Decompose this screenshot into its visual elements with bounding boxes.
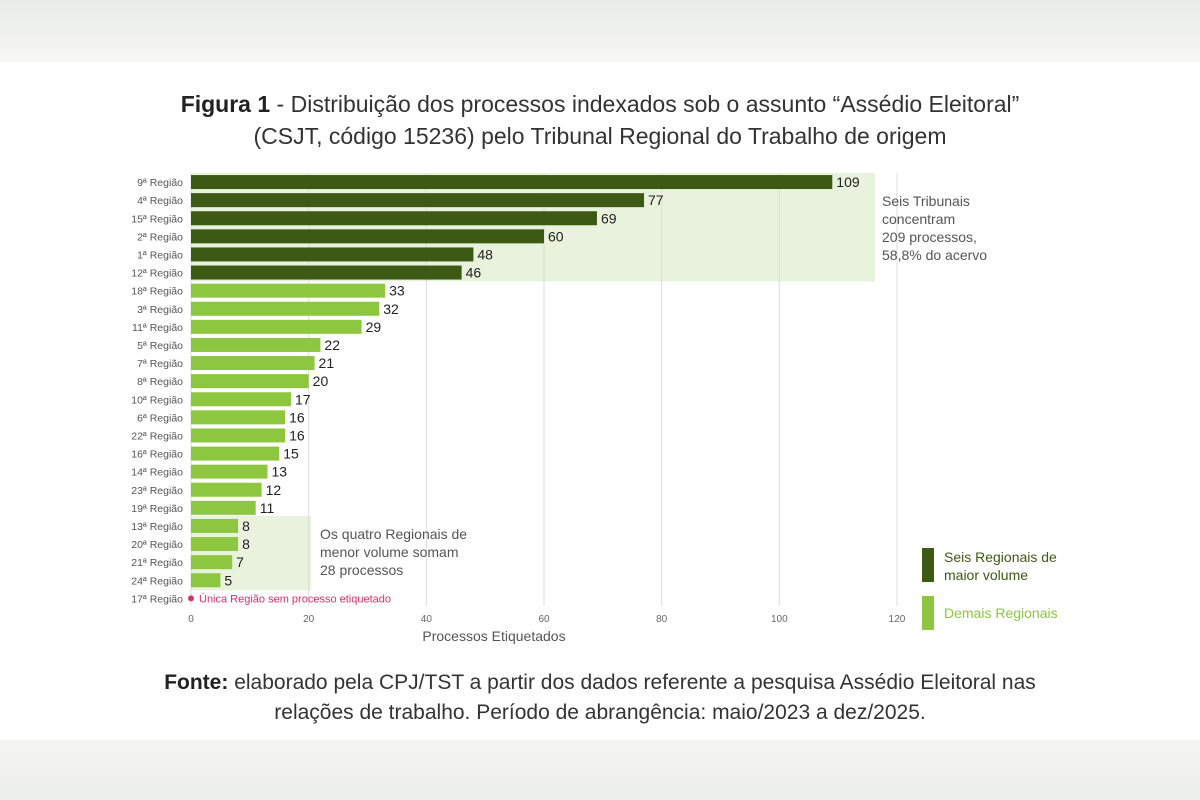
bar-9 bbox=[191, 337, 321, 352]
bar-16 bbox=[191, 464, 268, 479]
y-tick-label-2: 15ª Região bbox=[131, 213, 183, 225]
bar-13 bbox=[191, 410, 286, 425]
y-tick-label-20: 20ª Região bbox=[131, 539, 183, 551]
bar-5 bbox=[191, 265, 462, 280]
bar-18 bbox=[191, 500, 256, 515]
y-tick-label-4: 1ª Região bbox=[137, 249, 183, 261]
x-tick-label-60: 60 bbox=[538, 614, 550, 625]
y-tick-label-5: 12ª Região bbox=[131, 268, 183, 280]
zero-note-label: Única Região sem processo etiquetado bbox=[199, 592, 391, 605]
figure-source: Fonte: elaborado pela CPJ/TST a partir d… bbox=[150, 668, 1050, 728]
bar-value-label-5: 46 bbox=[466, 265, 482, 281]
bar-value-label-0: 109 bbox=[836, 174, 860, 190]
legend-label-major: Seis Regionais de maior volume bbox=[944, 549, 1057, 583]
x-tick-label-120: 120 bbox=[889, 614, 906, 625]
bar-value-label-19: 8 bbox=[242, 518, 250, 534]
y-tick-label-14: 22ª Região bbox=[131, 430, 183, 442]
bar-value-label-13: 16 bbox=[289, 409, 305, 425]
y-tick-label-12: 10ª Região bbox=[131, 394, 183, 406]
figure-title-text: - Distribuição dos processos indexados s… bbox=[253, 91, 1020, 149]
figure-title: Figura 1 - Distribuição dos processos in… bbox=[150, 88, 1050, 152]
y-tick-label-15: 16ª Região bbox=[131, 449, 183, 461]
x-axis-title: Processos Etiquetados bbox=[422, 628, 565, 644]
bar-2 bbox=[191, 211, 597, 226]
annotation-top-group: Seis Tribunais concentram 209 processos, 58… bbox=[882, 193, 987, 263]
bar-value-label-12: 17 bbox=[295, 391, 311, 407]
bar-value-label-18: 11 bbox=[260, 500, 275, 516]
bar-19 bbox=[191, 518, 239, 533]
bar-value-label-17: 12 bbox=[266, 482, 282, 498]
bar-10 bbox=[191, 356, 315, 371]
bar-1 bbox=[191, 193, 645, 208]
bar-7 bbox=[191, 301, 380, 316]
bar-11 bbox=[191, 374, 309, 389]
y-tick-label-7: 3ª Região bbox=[137, 304, 183, 316]
bar-0 bbox=[191, 175, 833, 190]
y-tick-label-16: 14ª Região bbox=[131, 467, 183, 479]
x-tick-label-80: 80 bbox=[656, 614, 668, 625]
y-tick-label-6: 18ª Região bbox=[131, 286, 183, 298]
y-tick-label-18: 19ª Região bbox=[131, 503, 183, 515]
legend-item-others: Demais Regionais bbox=[922, 594, 1122, 630]
y-tick-label-13: 6ª Região bbox=[137, 412, 183, 424]
x-tick-label-100: 100 bbox=[771, 614, 788, 625]
bar-value-label-7: 32 bbox=[383, 301, 399, 317]
blurred-background-top bbox=[0, 0, 1200, 62]
y-tick-label-23: 17ª Região bbox=[131, 593, 183, 605]
y-tick-label-22: 24ª Região bbox=[131, 575, 183, 587]
legend-swatch-major bbox=[922, 548, 934, 582]
y-tick-label-10: 7ª Região bbox=[137, 358, 183, 370]
bar-value-label-22: 5 bbox=[224, 572, 232, 588]
bar-value-label-3: 60 bbox=[548, 228, 564, 244]
bar-value-label-10: 21 bbox=[319, 355, 335, 371]
bar-value-label-9: 22 bbox=[324, 337, 340, 353]
legend-item-major: Seis Regionais de maior volume bbox=[922, 546, 1122, 583]
y-tick-label-3: 2ª Região bbox=[137, 231, 183, 243]
highlight-top-group bbox=[191, 173, 875, 282]
y-tick-label-21: 21ª Região bbox=[131, 557, 183, 569]
bar-value-label-21: 7 bbox=[236, 554, 244, 570]
bar-22 bbox=[191, 573, 221, 588]
bar-6 bbox=[191, 283, 386, 298]
zero-marker bbox=[188, 595, 194, 602]
y-tick-label-8: 11ª Região bbox=[132, 322, 183, 334]
blurred-background-bottom bbox=[0, 740, 1200, 800]
y-tick-label-17: 23ª Região bbox=[131, 485, 183, 497]
x-tick-label-0: 0 bbox=[188, 614, 194, 625]
bar-value-label-11: 20 bbox=[313, 373, 329, 389]
bar-15 bbox=[191, 446, 280, 461]
bar-value-label-8: 29 bbox=[366, 319, 382, 335]
bar-21 bbox=[191, 555, 233, 570]
bar-17 bbox=[191, 482, 262, 497]
bar-value-label-20: 8 bbox=[242, 536, 250, 552]
bar-value-label-15: 15 bbox=[283, 446, 299, 462]
figure-title-prefix: Figura 1 bbox=[180, 91, 271, 117]
bar-value-label-6: 33 bbox=[389, 283, 405, 299]
bar-value-label-1: 77 bbox=[648, 192, 664, 208]
bar-value-label-2: 69 bbox=[601, 210, 617, 226]
bar-12 bbox=[191, 392, 292, 407]
y-tick-label-1: 4ª Região bbox=[137, 195, 183, 207]
legend-label-others: Demais Regionais bbox=[944, 605, 1058, 621]
bar-value-label-14: 16 bbox=[289, 427, 305, 443]
bar-8 bbox=[191, 319, 362, 334]
bar-3 bbox=[191, 229, 544, 244]
bar-value-label-16: 13 bbox=[271, 464, 287, 480]
y-tick-label-0: 9ª Região bbox=[137, 177, 183, 189]
figure-source-prefix: Fonte: bbox=[164, 671, 229, 694]
bar-chart: 0 20 40 60 80 100 120 Processos Etiquetados 9ª R… bbox=[131, 173, 987, 644]
bar-14 bbox=[191, 428, 286, 443]
bar-20 bbox=[191, 537, 239, 552]
x-tick-label-20: 20 bbox=[303, 614, 315, 625]
bar-value-label-4: 48 bbox=[477, 246, 493, 262]
bar-4 bbox=[191, 247, 474, 262]
figure-source-text: elaborado pela CPJ/TST a partir dos dado… bbox=[228, 671, 1036, 724]
x-tick-label-40: 40 bbox=[421, 614, 433, 625]
chart-legend: Seis Regionais de maior volume Demais Re… bbox=[922, 546, 1122, 642]
y-tick-label-11: 8ª Região bbox=[137, 376, 183, 388]
legend-swatch-others bbox=[922, 596, 934, 630]
y-tick-label-19: 13ª Região bbox=[131, 521, 183, 533]
annotation-bottom-group: Os quatro Regionais de menor volume somam… bbox=[320, 526, 467, 578]
y-tick-label-9: 5ª Região bbox=[137, 340, 183, 352]
